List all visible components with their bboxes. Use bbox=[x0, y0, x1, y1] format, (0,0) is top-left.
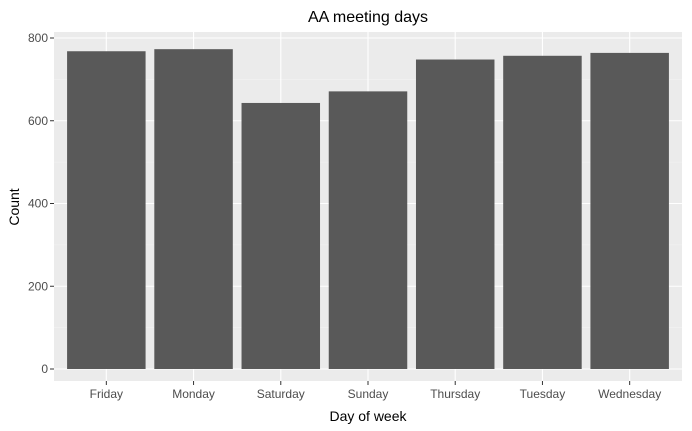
x-tick-label: Sunday bbox=[348, 387, 389, 401]
bar-monday bbox=[154, 49, 233, 369]
bar-saturday bbox=[241, 102, 321, 370]
y-axis-title: Count bbox=[6, 188, 22, 225]
x-tick-label: Tuesday bbox=[520, 387, 566, 401]
x-axis-title: Day of week bbox=[329, 408, 407, 424]
bars bbox=[67, 49, 669, 370]
x-tick-label: Wednesday bbox=[598, 387, 661, 401]
y-tick-label: 800 bbox=[28, 31, 48, 45]
chart-title: AA meeting days bbox=[308, 9, 428, 26]
x-tick-label: Monday bbox=[172, 387, 215, 401]
bar-sunday bbox=[328, 91, 408, 369]
y-tick-label: 400 bbox=[28, 197, 48, 211]
x-axis-ticks: Friday Monday Saturday Sunday Thursday Tuesda… bbox=[90, 381, 661, 401]
bar-wednesday bbox=[590, 52, 669, 370]
y-axis-ticks: 0 200 400 600 800 bbox=[28, 31, 54, 376]
x-tick-label: Saturday bbox=[257, 387, 305, 401]
bar-tuesday bbox=[503, 55, 582, 369]
y-tick-label: 0 bbox=[41, 362, 48, 376]
bar-thursday bbox=[415, 59, 495, 369]
x-tick-label: Thursday bbox=[430, 387, 480, 401]
x-tick-label: Friday bbox=[90, 387, 123, 401]
y-tick-label: 600 bbox=[28, 114, 48, 128]
bar-friday bbox=[67, 51, 146, 370]
y-tick-label: 200 bbox=[28, 279, 48, 293]
